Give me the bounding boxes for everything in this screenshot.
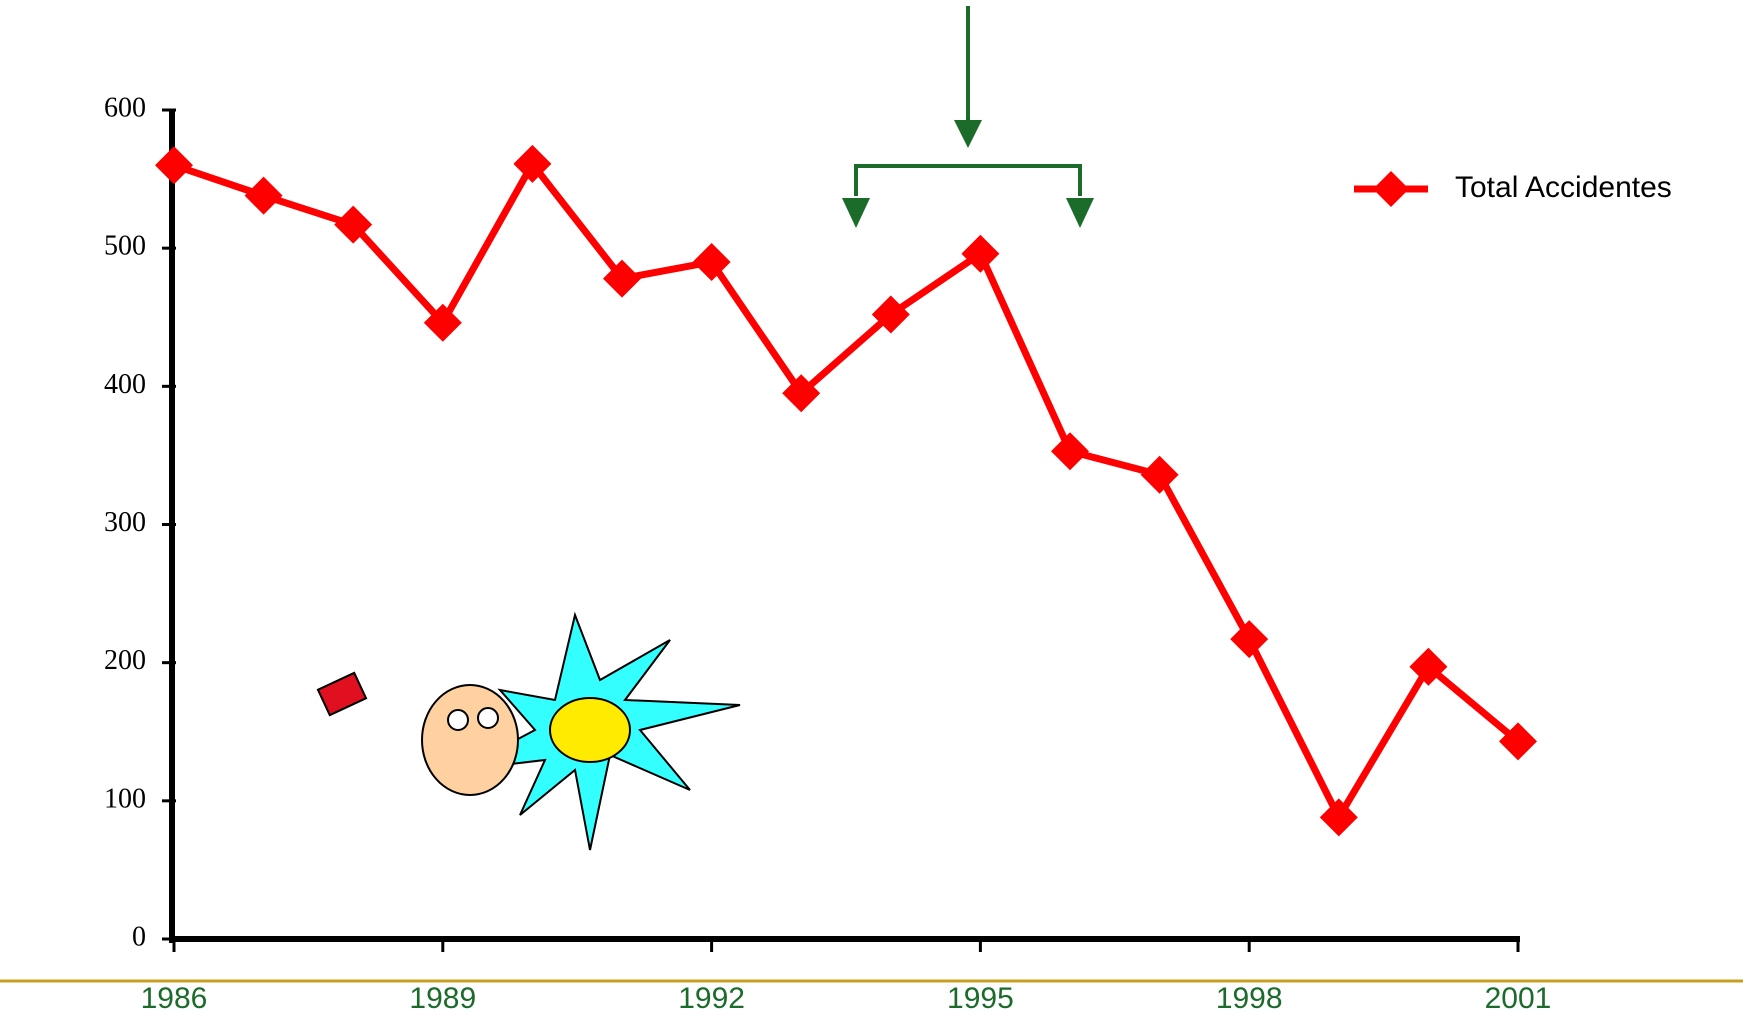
data-point: [1230, 620, 1269, 659]
x-tick-label: 1992: [678, 982, 745, 1012]
data-point: [871, 295, 910, 334]
y-tick-label: 500: [104, 231, 146, 262]
y-tick-label: 100: [104, 783, 146, 814]
data-point: [1409, 647, 1448, 686]
arrow-heads: [842, 120, 1094, 228]
data-point: [244, 176, 283, 215]
data-point: [423, 303, 462, 342]
data-point: [603, 259, 641, 298]
y-tick-label: 600: [104, 92, 146, 123]
y-tick-label: 200: [104, 645, 146, 676]
x-tick-label: 1989: [409, 982, 476, 1012]
data-point: [692, 242, 731, 281]
data-point: [513, 144, 552, 183]
x-tick-label: 1998: [1216, 982, 1283, 1012]
cartoon-decoration: [316, 611, 741, 851]
data-point: [782, 374, 821, 413]
x-tick-label: 1986: [141, 982, 208, 1012]
x-tick-label: 1995: [947, 982, 1014, 1012]
x-tick-label: 2001: [1485, 982, 1552, 1012]
y-tick-label: 400: [104, 369, 146, 400]
legend-marker: [1373, 171, 1409, 207]
data-point: [334, 205, 373, 244]
data-point: [1140, 455, 1179, 494]
annotation-arrows: [854, 6, 1082, 196]
y-tick-label: 0: [132, 921, 146, 952]
data-point: [961, 234, 1000, 273]
data-point: [155, 146, 193, 185]
legend-label: Total Accidentes: [1455, 171, 1672, 204]
y-tick-label: 300: [104, 507, 146, 538]
data-line: [172, 160, 1521, 821]
data-point: [1319, 798, 1358, 837]
data-point: [1051, 432, 1089, 471]
data-point: [1499, 722, 1537, 761]
